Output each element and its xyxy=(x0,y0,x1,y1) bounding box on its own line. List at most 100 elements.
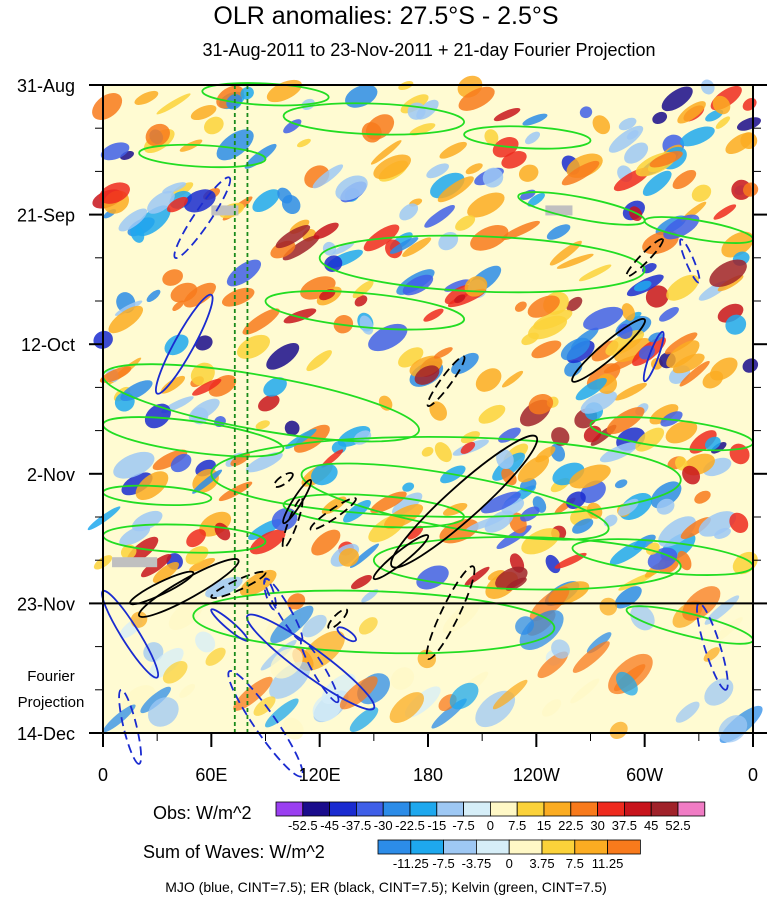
obs-anomaly-patch xyxy=(484,129,499,145)
obs-legend-tick-label: 7.5 xyxy=(508,818,526,833)
chart-subtitle: 31-Aug-2011 to 23-Nov-2011 + 21-day Four… xyxy=(202,40,656,60)
y-tick-label: 12-Oct xyxy=(21,335,75,355)
obs-anomaly-patch xyxy=(579,106,593,119)
obs-anomaly-patch xyxy=(166,196,188,213)
obs-anomaly-patch xyxy=(130,224,145,243)
obs-anomaly-patch xyxy=(575,377,607,401)
obs-anomaly-patch xyxy=(467,192,505,218)
projection-wave-patch xyxy=(205,647,226,666)
waves-legend-swatch xyxy=(508,839,543,855)
waves-legend-tick-label: 3.75 xyxy=(529,856,554,871)
obs-anomaly-patch xyxy=(679,360,710,387)
obs-legend-tick-label: -22.5 xyxy=(395,818,425,833)
y-tick-label: 23-Nov xyxy=(17,594,75,614)
obs-legend-swatch xyxy=(463,801,491,817)
obs-anomaly-patch xyxy=(242,308,280,335)
obs-anomaly-patch xyxy=(195,335,213,351)
projection-wave-patch xyxy=(599,597,618,616)
obs-legend-swatch xyxy=(677,801,706,817)
obs-anomaly-patch xyxy=(275,224,311,249)
obs-anomaly-patch xyxy=(146,289,161,302)
obs-anomaly-patch xyxy=(621,303,636,321)
er-contour-positive xyxy=(137,558,240,618)
x-tick-label: 0 xyxy=(98,765,108,785)
kelvin-contour xyxy=(282,493,466,529)
obs-anomaly-patch xyxy=(368,323,408,352)
kelvin-contour xyxy=(264,290,466,331)
obs-anomaly-patch xyxy=(522,113,548,126)
obs-anomaly-patch xyxy=(682,465,701,485)
obs-anomaly-patch xyxy=(715,116,731,129)
obs-legend-tick-label: 45 xyxy=(644,818,658,833)
obs-anomaly-patch xyxy=(521,528,560,555)
obs-anomaly-patch xyxy=(121,472,153,496)
obs-anomaly-patch xyxy=(725,314,747,335)
obs-anomaly-patch xyxy=(188,398,220,421)
er-contour-negative xyxy=(309,497,357,531)
obs-anomaly-patch xyxy=(407,525,424,540)
obs-anomaly-patch xyxy=(641,263,657,274)
obs-anomaly-patch xyxy=(721,231,754,258)
obs-anomaly-patch xyxy=(185,546,209,565)
obs-anomaly-patch xyxy=(287,593,306,610)
obs-anomaly-patch xyxy=(458,86,495,111)
obs-anomaly-patch xyxy=(156,93,191,115)
obs-anomaly-patch xyxy=(658,516,696,547)
projection-wave-patch xyxy=(675,701,700,723)
obs-anomaly-patch xyxy=(402,274,434,296)
obs-anomaly-patch xyxy=(626,130,639,140)
obs-legend-swatch xyxy=(436,801,464,817)
waves-legend-tick-label: 11.25 xyxy=(592,856,624,871)
projection-label-line2: Projection xyxy=(17,694,85,711)
obs-anomaly-patch xyxy=(454,294,466,304)
waves-legend-tick-label: 0 xyxy=(506,856,513,871)
obs-anomaly-patch xyxy=(399,203,419,221)
obs-anomaly-patch xyxy=(263,377,287,397)
obs-anomaly-patch xyxy=(533,309,573,330)
obs-anomaly-patch xyxy=(147,190,175,214)
obs-legend-tick-label: 30 xyxy=(590,818,604,833)
projection-wave-patch xyxy=(270,648,303,679)
obs-anomaly-patch xyxy=(666,340,700,368)
obs-anomaly-patch xyxy=(343,500,371,523)
projection-wave-patch xyxy=(389,692,425,724)
waves-legend-swatch xyxy=(410,839,444,855)
y-tick-label: 2-Nov xyxy=(27,465,75,485)
x-tick-label: 180 xyxy=(413,765,443,785)
er-contour-positive xyxy=(571,318,646,383)
obs-anomaly-patch xyxy=(606,406,645,435)
obs-anomaly-patch xyxy=(414,365,440,385)
obs-anomaly-patch xyxy=(113,451,155,479)
obs-anomaly-patch xyxy=(311,529,341,556)
waves-legend-tick-label: -11.25 xyxy=(393,856,429,871)
obs-anomaly-patch xyxy=(650,481,682,509)
projection-wave-patch xyxy=(300,630,345,671)
obs-anomaly-patch xyxy=(700,79,715,95)
obs-legend-swatch xyxy=(382,801,411,817)
er-contour-positive xyxy=(372,534,430,581)
obs-anomaly-patch xyxy=(564,360,583,377)
projection-label-line1: Fourier xyxy=(27,668,75,685)
obs-anomaly-patch xyxy=(283,119,302,134)
obs-anomaly-patch xyxy=(108,305,144,334)
projection-wave-patch xyxy=(168,599,204,630)
obs-anomaly-patch xyxy=(572,518,594,534)
waves-legend-swatch xyxy=(574,839,608,855)
obs-anomaly-patch xyxy=(665,420,698,444)
obs-anomaly-patch xyxy=(378,395,393,411)
obs-anomaly-patch xyxy=(517,455,550,483)
kelvin-contour xyxy=(372,536,682,591)
obs-anomaly-patch xyxy=(92,93,123,120)
obs-anomaly-patch xyxy=(152,449,188,471)
obs-anomaly-patch xyxy=(144,403,171,429)
obs-anomaly-patch xyxy=(580,390,618,414)
obs-anomaly-patch xyxy=(704,436,721,451)
mjo-contour-negative xyxy=(118,688,142,765)
obs-legend-tick-label: -37.5 xyxy=(342,818,372,833)
obs-anomaly-patch xyxy=(134,90,159,105)
footnote: MJO (blue, CINT=7.5); ER (black, CINT=7.… xyxy=(165,879,607,895)
obs-anomaly-patch xyxy=(354,295,368,307)
projection-wave-patch xyxy=(570,678,600,704)
obs-anomaly-patch xyxy=(252,189,280,213)
waves-legend-tick-label: -7.5 xyxy=(432,856,454,871)
